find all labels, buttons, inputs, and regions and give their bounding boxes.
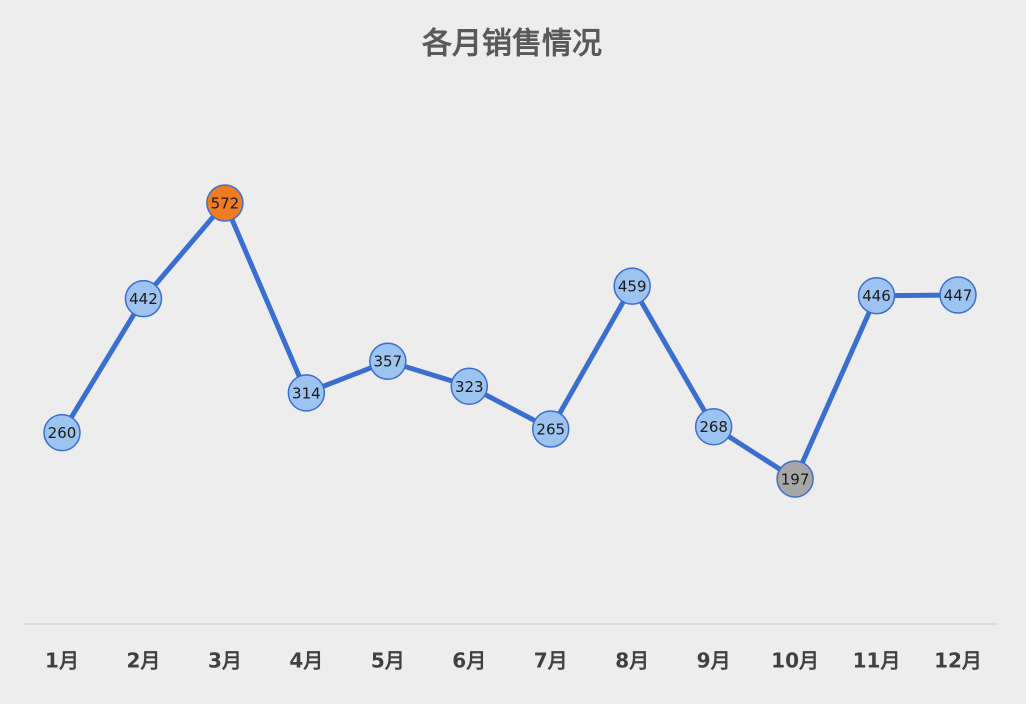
marker bbox=[776, 460, 814, 498]
marker bbox=[206, 184, 244, 222]
x-tick-label: 9月 bbox=[697, 649, 731, 673]
data-label: 323 bbox=[455, 378, 484, 396]
x-tick-label: 7月 bbox=[534, 649, 568, 673]
x-tick-label: 2月 bbox=[126, 649, 160, 673]
marker bbox=[939, 276, 977, 314]
data-label: 197 bbox=[781, 471, 810, 489]
data-label: 459 bbox=[618, 278, 647, 296]
data-label: 572 bbox=[211, 195, 240, 213]
data-label: 446 bbox=[862, 287, 891, 305]
x-tick-label: 11月 bbox=[853, 649, 901, 673]
x-tick-label: 10月 bbox=[771, 649, 819, 673]
chart-title: 各月销售情况 bbox=[421, 27, 602, 62]
line bbox=[59, 200, 959, 482]
data-label: 357 bbox=[373, 353, 402, 371]
x-tick-label: 6月 bbox=[452, 649, 486, 673]
marker bbox=[694, 407, 733, 446]
x-tick-label: 3月 bbox=[208, 649, 242, 673]
x-tick-label: 4月 bbox=[289, 649, 323, 673]
marker bbox=[369, 342, 407, 380]
data-label: 442 bbox=[129, 290, 158, 308]
marker bbox=[857, 276, 896, 315]
x-tick-label: 1月 bbox=[45, 649, 79, 673]
marker bbox=[124, 279, 163, 318]
marker bbox=[43, 413, 81, 452]
marker bbox=[287, 374, 326, 412]
data-label: 265 bbox=[536, 420, 565, 438]
x-tick-label: 12月 bbox=[934, 649, 982, 673]
x-tick-label: 5月 bbox=[371, 649, 405, 673]
marker bbox=[531, 410, 570, 448]
data-label: 314 bbox=[292, 384, 321, 402]
data-label: 268 bbox=[699, 418, 728, 436]
data-label: 447 bbox=[944, 287, 973, 305]
marker bbox=[613, 267, 651, 305]
x-tick-label: 8月 bbox=[615, 649, 649, 673]
data-label: 260 bbox=[48, 424, 77, 442]
marker bbox=[450, 367, 489, 406]
